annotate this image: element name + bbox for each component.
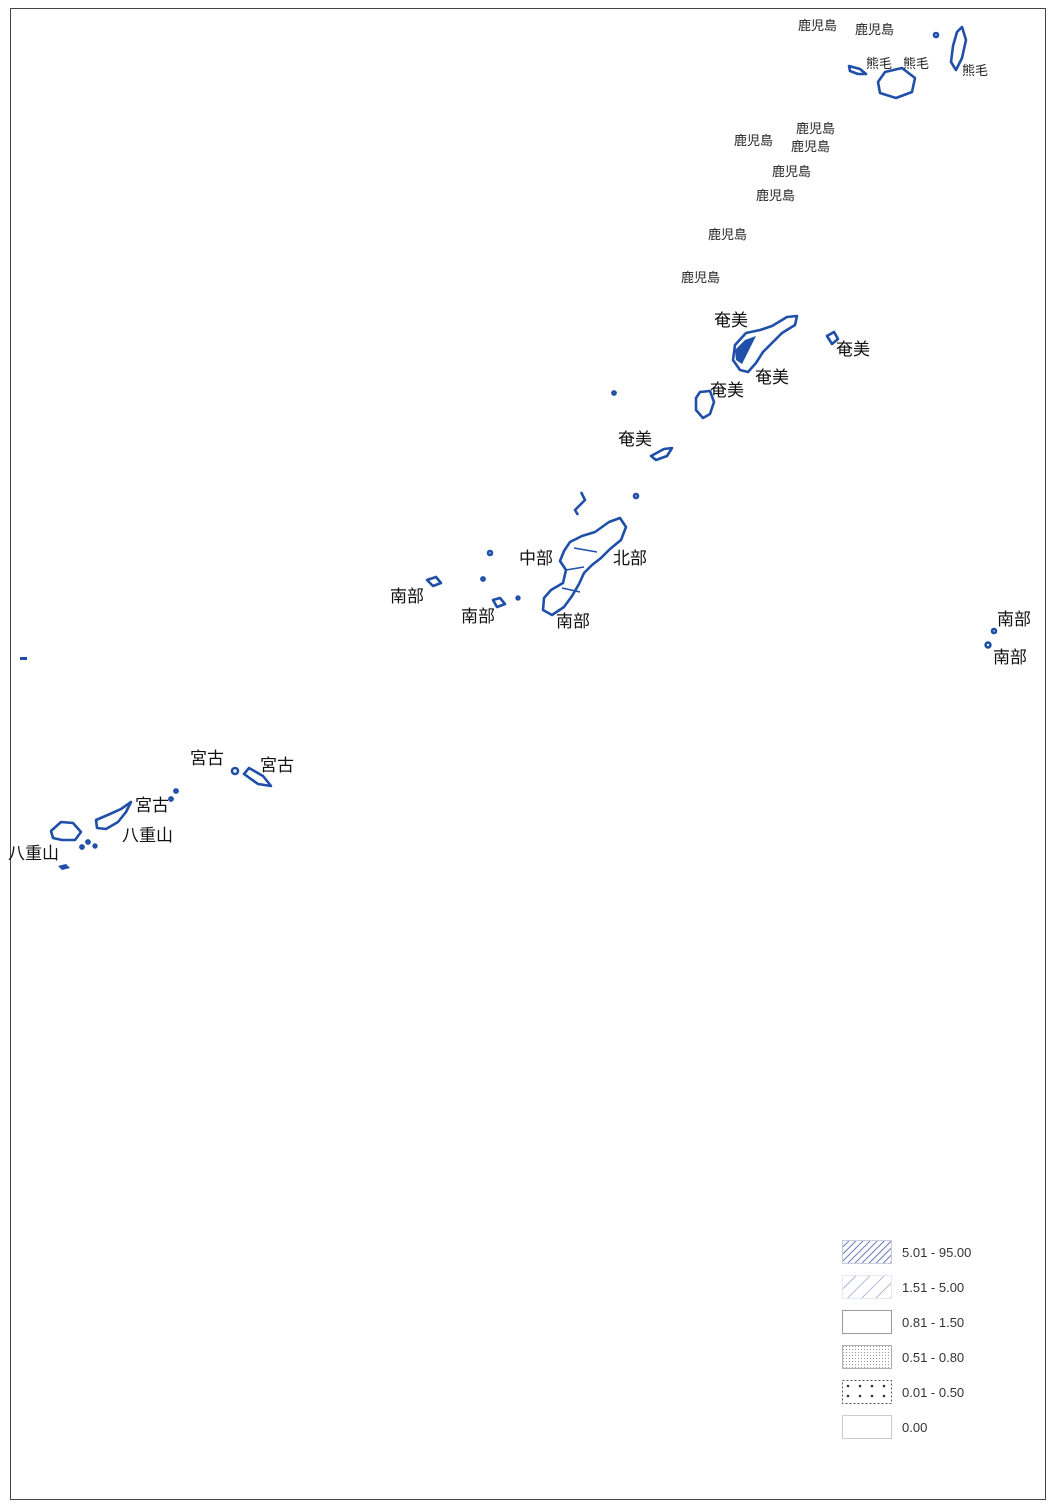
- kagoshima-label: 鹿児島: [756, 189, 796, 204]
- hokubu-label: 北部: [613, 549, 647, 569]
- amami-label: 奄美: [714, 311, 748, 331]
- miyako-label: 宮古: [260, 756, 294, 776]
- small-island: [79, 844, 85, 850]
- small-island: [611, 390, 617, 396]
- nanbu-label: 南部: [390, 587, 424, 607]
- small-island: [85, 839, 91, 845]
- yaeyama-label: 八重山: [122, 826, 173, 846]
- coarse-dots-swatch: [842, 1380, 892, 1404]
- yoron-island: [573, 491, 587, 516]
- small-island: [486, 549, 494, 557]
- legend-range: 0.51 - 0.80: [902, 1350, 965, 1365]
- amami-oshima-island: [731, 314, 799, 374]
- irabu-island: [230, 766, 240, 776]
- legend-item: 1.51 - 5.00: [842, 1273, 1022, 1308]
- hateruma-island: [58, 864, 70, 870]
- fine-dots-swatch: [842, 1345, 892, 1369]
- okinawa-boundary: [561, 547, 598, 593]
- legend: 5.01 - 95.00 1.51 - 5.00 0.81 - 1.50: [842, 1238, 1022, 1448]
- legend-item: 0.51 - 0.80: [842, 1343, 1022, 1378]
- small-island: [173, 788, 179, 794]
- yonaguni-island: [20, 657, 27, 660]
- kumage-label: 熊毛: [903, 57, 930, 72]
- amami-label: 奄美: [618, 430, 652, 450]
- kagoshima-label: 鹿児島: [791, 140, 831, 155]
- sparse-hatch-swatch: [842, 1275, 892, 1299]
- legend-range: 0.81 - 1.50: [902, 1315, 965, 1330]
- small-island: [168, 796, 174, 802]
- small-island: [632, 492, 640, 500]
- amami-label: 奄美: [836, 340, 870, 360]
- kagoshima-label: 鹿児島: [681, 271, 721, 286]
- miyako-label: 宮古: [190, 749, 224, 769]
- legend-range: 0.00: [902, 1420, 928, 1435]
- ishigaki-island: [94, 800, 133, 831]
- daito-island: [990, 627, 998, 635]
- chubu-label: 中部: [519, 549, 553, 569]
- kagoshima-label: 鹿児島: [708, 228, 748, 243]
- kagoshima-label: 鹿児島: [772, 165, 812, 180]
- legend-range: 0.01 - 0.50: [902, 1385, 965, 1400]
- kikai-island: [825, 330, 840, 346]
- tanegashima-island: [949, 25, 968, 72]
- nanbu-label: 南部: [997, 610, 1031, 630]
- amami-interior: [735, 336, 756, 364]
- amami-label: 奄美: [755, 368, 789, 388]
- iriomote-island: [49, 820, 83, 842]
- legend-item: 5.01 - 95.00: [842, 1238, 1022, 1273]
- nanbu-label: 南部: [461, 607, 495, 627]
- legend-item: 0.00: [842, 1413, 1022, 1448]
- nanbu-label: 南部: [556, 612, 590, 632]
- mageshima-island: [932, 31, 940, 39]
- nanbu-label: 南部: [993, 648, 1027, 668]
- kumage-label: 熊毛: [962, 64, 989, 79]
- daito-island: [984, 641, 992, 649]
- blank-swatch: [842, 1415, 892, 1439]
- kume-island: [425, 575, 443, 588]
- kagoshima-label: 鹿児島: [796, 122, 836, 137]
- kerama-islands: [491, 596, 507, 609]
- legend-item: 0.01 - 0.50: [842, 1378, 1022, 1413]
- okinoerabu-island: [649, 446, 674, 462]
- small-island: [480, 576, 486, 582]
- miyako-island: [242, 766, 273, 788]
- legend-item: 0.81 - 1.50: [842, 1308, 1022, 1343]
- small-island: [515, 595, 521, 601]
- legend-range: 5.01 - 95.00: [902, 1245, 972, 1260]
- kagoshima-label: 鹿児島: [798, 19, 838, 34]
- dense-hatch-swatch: [842, 1240, 892, 1264]
- okinawa-island: [541, 516, 628, 617]
- kumage-label: 熊毛: [866, 57, 893, 72]
- empty-swatch: [842, 1310, 892, 1334]
- kagoshima-label: 鹿児島: [855, 23, 895, 38]
- yakushima-island: [876, 66, 917, 100]
- kagoshima-label: 鹿児島: [734, 134, 774, 149]
- small-island: [92, 843, 98, 849]
- legend-range: 1.51 - 5.00: [902, 1280, 965, 1295]
- miyako-label: 宮古: [135, 796, 169, 816]
- kuchinoerabu-island: [847, 64, 868, 76]
- yaeyama-label: 八重山: [8, 844, 59, 864]
- tokunoshima-island: [694, 389, 716, 420]
- amami-label: 奄美: [710, 381, 744, 401]
